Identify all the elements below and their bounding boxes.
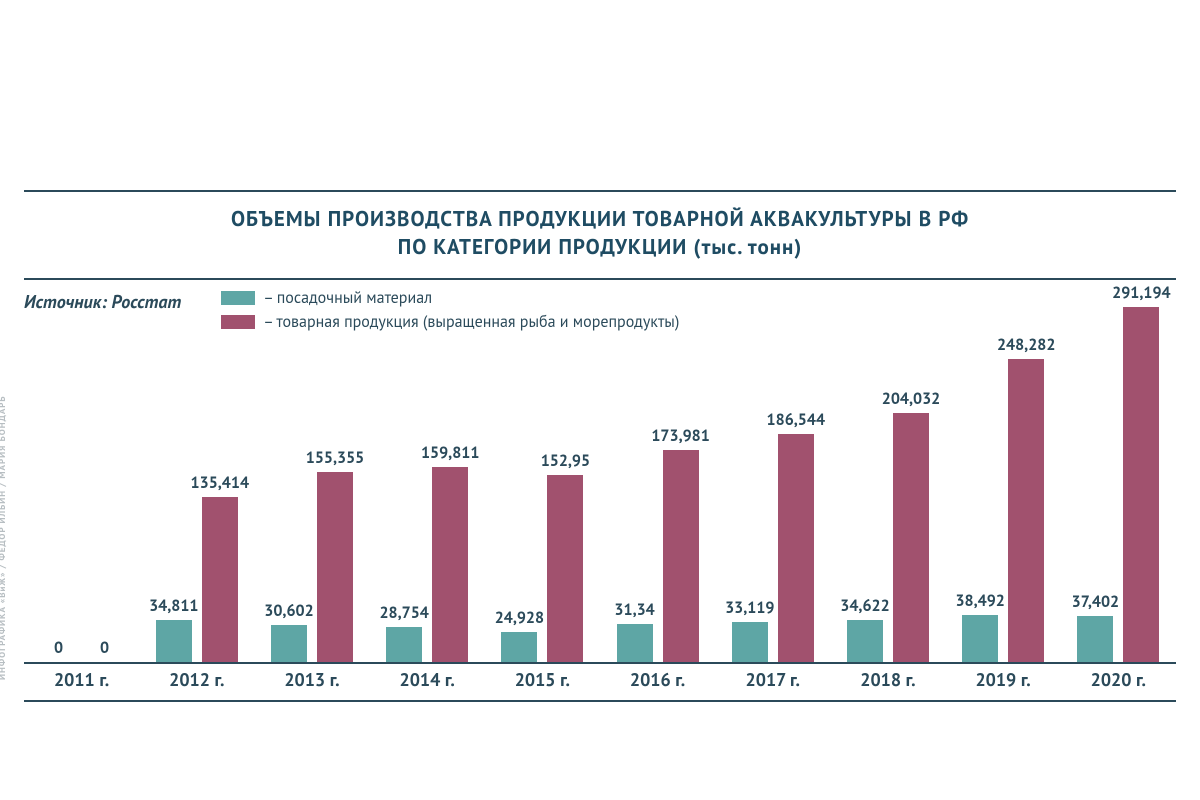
bar-value-label: 31,34	[597, 600, 673, 620]
bar-value-label: 37,402	[1057, 592, 1133, 612]
bar: 291,194	[1123, 307, 1159, 662]
title-line-2: ПО КАТЕГОРИИ ПРОДУКЦИИ (тыс. тонн)	[24, 233, 1176, 261]
bar: 173,981	[663, 450, 699, 662]
bar-value-label: 38,492	[942, 591, 1018, 611]
rule-top	[24, 190, 1176, 192]
x-axis-tick: 2019 г.	[946, 668, 1061, 696]
bar: 31,34	[617, 624, 653, 662]
bar-value-label: 24,928	[481, 608, 557, 628]
bar: 204,032	[893, 413, 929, 662]
bar: 30,602	[271, 625, 307, 662]
bar-value-label: 155,355	[297, 448, 373, 468]
rule-bottom	[24, 700, 1176, 702]
bars-area: 0034,811135,41430,602155,35528,754159,81…	[24, 296, 1176, 662]
bar-value-label: 173,981	[643, 426, 719, 446]
bar: 159,811	[432, 467, 468, 662]
infographic-credit: ИНФОГРАФИКА «ВиЖ» / ФЕДОР ИЛЬИН / МАРИЯ …	[0, 395, 8, 680]
year-group: 30,602155,355	[254, 296, 369, 662]
bar: 33,119	[732, 622, 768, 662]
x-axis-tick: 2013 г.	[254, 668, 369, 696]
bar-value-label: 28,754	[366, 603, 442, 623]
x-axis-tick: 2014 г.	[370, 668, 485, 696]
bar: 34,622	[847, 620, 883, 662]
bar: 152,95	[547, 475, 583, 662]
year-group: 34,622204,032	[830, 296, 945, 662]
x-axis-tick: 2020 г.	[1061, 668, 1176, 696]
bar: 37,402	[1077, 616, 1113, 662]
bar-value-label: 186,544	[758, 410, 834, 430]
rule-under-title	[24, 278, 1176, 280]
year-group: 28,754 159,811	[370, 296, 485, 662]
year-group: 34,811135,414	[139, 296, 254, 662]
chart-plot-area: 0034,811135,41430,602155,35528,754159,81…	[24, 296, 1176, 662]
bar: 34,811	[156, 620, 192, 662]
x-axis-tick: 2012 г.	[139, 668, 254, 696]
bar-value-label: 33,119	[712, 598, 788, 618]
bar-value-label: 135,414	[182, 473, 258, 493]
x-axis-tick: 2011 г.	[24, 668, 139, 696]
x-axis-tick: 2015 г.	[485, 668, 600, 696]
bar-value-label: 34,622	[827, 596, 903, 616]
bar-value-label: 152,95	[527, 451, 603, 471]
bar: 28,754	[386, 627, 422, 662]
bar-value-label: 0	[67, 638, 143, 658]
x-axis-line	[24, 662, 1176, 664]
bar: 24,928	[501, 632, 537, 662]
x-axis-tick: 2018 г.	[830, 668, 945, 696]
bar: 135,414	[202, 497, 238, 662]
x-axis-tick: 2016 г.	[600, 668, 715, 696]
title-line-1: ОБЪЕМЫ ПРОИЗВОДСТВА ПРОДУКЦИИ ТОВАРНОЙ А…	[24, 205, 1176, 233]
bar-value-label: 248,282	[988, 335, 1064, 355]
bar: 155,355	[317, 472, 353, 662]
chart-title: ОБЪЕМЫ ПРОИЗВОДСТВА ПРОДУКЦИИ ТОВАРНОЙ А…	[24, 205, 1176, 262]
year-group: 38,492 248,282	[946, 296, 1061, 662]
year-group: 37,402 291,194	[1061, 296, 1176, 662]
year-group: 33,119186,544	[715, 296, 830, 662]
bar-value-label: 291,194	[1103, 283, 1179, 303]
bar: 38,492	[962, 615, 998, 662]
year-group: 00	[24, 296, 139, 662]
bar: 186,544	[778, 434, 814, 662]
page: ОБЪЕМЫ ПРОИЗВОДСТВА ПРОДУКЦИИ ТОВАРНОЙ А…	[0, 0, 1200, 800]
bar-value-label: 159,811	[412, 443, 488, 463]
year-group: 24,928 152,95	[485, 296, 600, 662]
year-group: 31,34173,981	[600, 296, 715, 662]
bar-value-label: 34,811	[136, 596, 212, 616]
bar-value-label: 204,032	[873, 389, 949, 409]
x-axis: 2011 г.2012 г.2013 г.2014 г.2015 г.2016 …	[24, 668, 1176, 696]
x-axis-tick: 2017 г.	[715, 668, 830, 696]
bar: 248,282	[1008, 359, 1044, 662]
bar-value-label: 30,602	[251, 601, 327, 621]
